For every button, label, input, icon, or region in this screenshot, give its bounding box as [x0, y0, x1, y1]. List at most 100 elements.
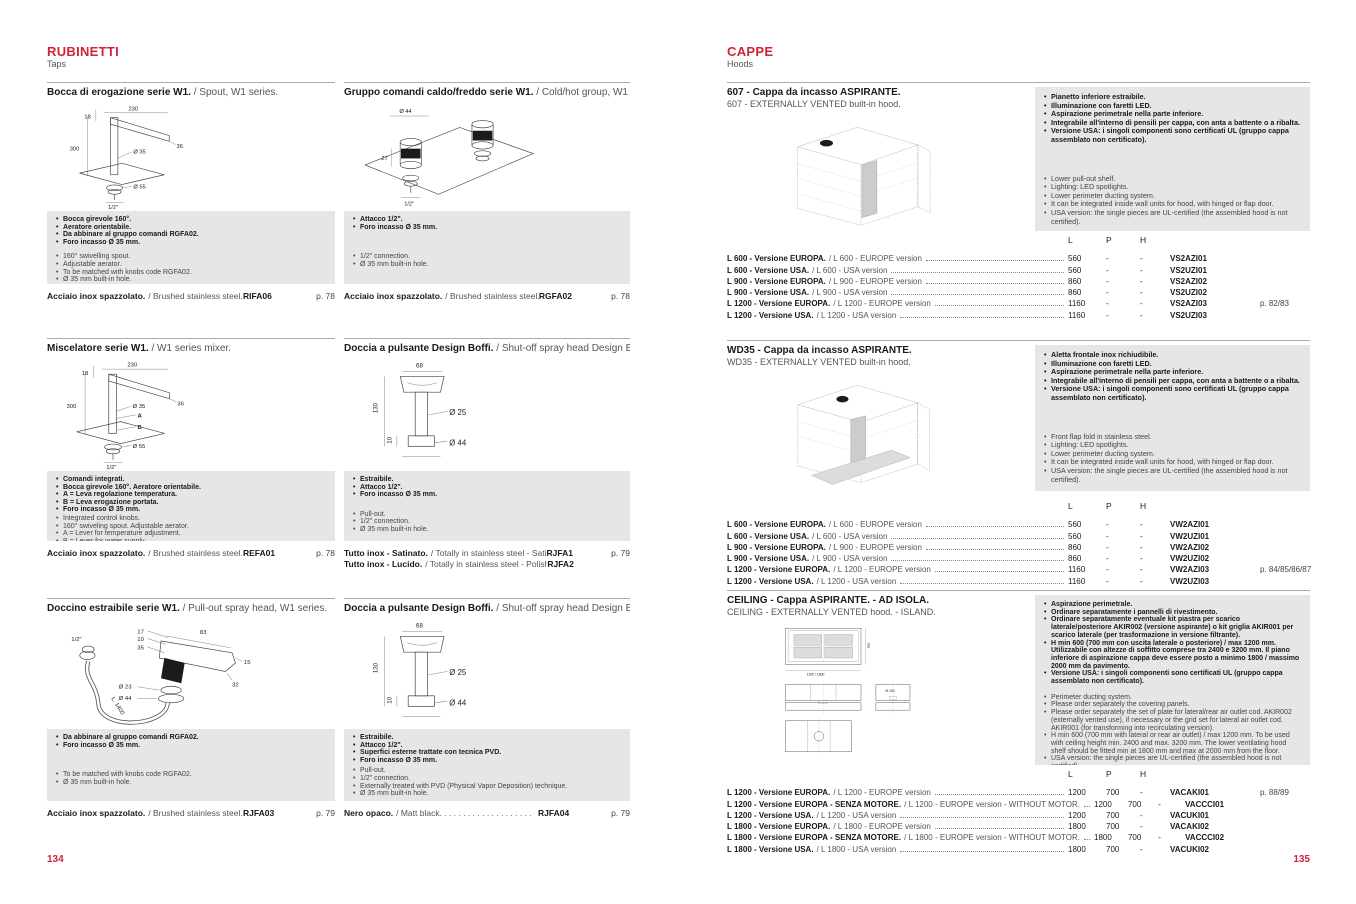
bullet-item: Foro incasso Ø 35 mm.: [352, 224, 622, 232]
bullet-item: Lighting: LED spotlights.: [1043, 441, 1302, 450]
table-row: L 1200 - Versione USA. / L 1200 - USA ver…: [727, 576, 1210, 586]
table-rows: L 600 - Versione EUROPA. / L 600 - EUROPE…: [727, 253, 1310, 321]
svg-text:A: A: [138, 413, 143, 419]
spec-box: Comandi integrati.Bocca girevole 160°. A…: [47, 471, 335, 541]
page-number-left: 134: [47, 854, 64, 865]
table-row: L 1800 - Versione EUROPA. / L 1800 - EURO…: [727, 822, 1209, 832]
svg-text:83: 83: [200, 630, 207, 636]
bullets-english: Perimeter ducting system.Please order se…: [1043, 694, 1302, 765]
technical-drawing-coldhot-group: Ø 44 27 1/2": [344, 101, 630, 211]
bullet-item: H min 600 (700 mm con uscita laterale o …: [1043, 640, 1302, 671]
bullet-item: Ordinare separatamente eventuale kit pia…: [1043, 616, 1302, 639]
bullet-item: To be matched with knobs code RGFA02.: [55, 771, 327, 779]
page-ref: p. 78: [316, 291, 335, 301]
bullet-item: Da abbinare al gruppo comandi RGFA02.: [55, 231, 327, 239]
table-header: L P H: [1068, 769, 1147, 779]
bullets-italian: Da abbinare al gruppo comandi RGFA02.For…: [55, 734, 327, 749]
table-row: L 1200 - Versione EUROPA. / L 1200 - EURO…: [727, 788, 1289, 798]
dotted-leader: [925, 260, 1064, 262]
dotted-leader: [891, 294, 1064, 296]
bullet-item: Aeratore orientabile.: [55, 224, 327, 232]
bullet-item: Versione USA: i singoli componenti sono …: [1043, 670, 1302, 685]
svg-text:68: 68: [416, 363, 423, 370]
bullet-item: Pianetto inferiore estraibile.: [1043, 92, 1302, 102]
product-block-hood-ceiling: CEILING - Cappa ASPIRANTE. - AD ISOLA. C…: [727, 590, 1310, 862]
svg-text:18: 18: [82, 371, 89, 377]
bullet-item: It can be integrated inside wall units f…: [1043, 458, 1302, 467]
bullet-item: A = Lever for temperature adjustment.: [55, 530, 327, 538]
svg-text:68: 68: [416, 623, 423, 630]
spec-box: Estraibile.Attacco 1/2".Foro incasso Ø 3…: [344, 471, 630, 541]
product-code: RJFA2: [547, 559, 574, 569]
table-row: L 1200 - Versione USA. / L 1200 - USA ver…: [727, 310, 1207, 320]
table-rows: L 1200 - Versione EUROPA. / L 1200 - EURO…: [727, 787, 1310, 855]
svg-text:700: 700: [867, 643, 871, 649]
technical-drawing-pullout-spray: 1/2" 17 10 35 83 15 32 Ø 23: [47, 617, 335, 729]
table-header: L P H: [1068, 235, 1147, 245]
product-code: RJFA03: [243, 808, 275, 818]
bullets-english: Integrated control knobs.160° swiveling …: [55, 515, 327, 541]
bullets-english: Pull-out.1/2" connection.Ø 35 mm built-i…: [352, 511, 622, 534]
svg-text:10: 10: [387, 436, 394, 443]
bullet-item: Attacco 1/2".: [352, 484, 622, 492]
bullets-italian: Attacco 1/2".Foro incasso Ø 35 mm.: [352, 216, 622, 231]
dotted-leader: [900, 850, 1064, 852]
product-block-hood-607: 607 - Cappa da incasso ASPIRANTE. 607 - …: [727, 82, 1310, 340]
product-title-it: WD35 - Cappa da incasso ASPIRANTE.: [727, 345, 912, 356]
svg-text:36: 36: [177, 144, 183, 150]
bullet-item: Comandi integrati.: [55, 476, 327, 484]
svg-text:300: 300: [70, 146, 80, 152]
dotted-leader: [1084, 839, 1091, 841]
svg-text:Ø 23: Ø 23: [119, 684, 133, 690]
svg-text:1/2": 1/2": [106, 465, 116, 471]
bullet-item: USA version: the single pieces are UL-ce…: [1043, 755, 1302, 765]
table-row: L 1800 - Versione USA. / L 1800 - USA ver…: [727, 844, 1209, 854]
bullet-item: Adjustable aerator.: [55, 261, 327, 269]
table-row: L 900 - Versione USA. / L 900 - USA versi…: [727, 554, 1210, 564]
bullet-item: Lower perimeter ducting system.: [1043, 449, 1302, 459]
bullets-english: Lower pull-out shelf.Lighting: LED spotl…: [1043, 174, 1302, 227]
bullet-item: B = Leva erogazione portata.: [55, 499, 327, 507]
dotted-leader: [925, 548, 1064, 550]
svg-text:Ø 35: Ø 35: [132, 404, 146, 410]
product-code: RJFA1: [546, 548, 573, 558]
svg-text:Ø 55: Ø 55: [133, 185, 145, 191]
bullets-italian: Estraibile.Attacco 1/2".Foro incasso Ø 3…: [352, 476, 622, 499]
bullet-item: Aletta frontale inox richiudibile.: [1043, 350, 1302, 360]
bullet-item: USA version: the single pieces are UL-ce…: [1043, 466, 1302, 484]
bullet-item: Please order separately the covering pan…: [1043, 701, 1302, 709]
product-title: Doccino estraibile serie W1. / Pull-out …: [47, 603, 328, 614]
svg-text:35: 35: [137, 645, 144, 651]
svg-text:Ø 25: Ø 25: [449, 408, 467, 417]
table-row: L 1200 - Versione EUROPA - SENZA MOTORE.…: [727, 799, 1225, 809]
bullet-item: Integrated control knobs.: [55, 515, 327, 523]
dotted-leader: [1084, 805, 1091, 807]
product-block-mixer-w1: Miscelatore serie W1. / W1 series mixer.…: [47, 338, 335, 594]
technical-drawing-hood-ceiling: 1200 / 1800 700 Ø 150: [727, 625, 1027, 762]
finish-row: Acciaio inox spazzolato. / Brushed stain…: [47, 291, 335, 301]
page-title: CAPPE: [727, 44, 774, 59]
table-row: L 600 - Versione EUROPA. / L 600 - EUROPE…: [727, 254, 1207, 264]
bullet-item: Aspirazione perimetrale nella parte infe…: [1043, 368, 1302, 377]
product-title: Miscelatore serie W1. / W1 series mixer.: [47, 343, 231, 354]
bullets-english: Pull-out.1/2" connection.Externally trea…: [352, 767, 622, 797]
bullet-item: Pull-out.: [352, 767, 622, 775]
dotted-leader: [934, 571, 1064, 573]
bullet-item: Lower perimeter ducting system.: [1043, 191, 1302, 201]
technical-drawing-mixer: 18 230 300 36 Ø 35 A B Ø 55: [47, 357, 335, 471]
finish-row: Tutto inox - Satinato. / Totally in stai…: [344, 548, 630, 558]
technical-drawing-spout: 18 230 300 36 Ø 35 Ø 55 1/2": [47, 101, 335, 211]
product-block-pullout-spray: Doccino estraibile serie W1. / Pull-out …: [47, 598, 335, 844]
dotted-leader: [934, 828, 1064, 830]
technical-drawing-spray-head: 68 130 10 Ø 25 Ø 44: [344, 357, 630, 471]
dotted-leader: [934, 794, 1064, 796]
dotted-leader: [891, 537, 1064, 539]
bullet-item: USA version: the single pieces are UL-ce…: [1043, 208, 1302, 226]
product-block-hood-wd35: WD35 - Cappa da incasso ASPIRANTE. WD35 …: [727, 340, 1311, 590]
bullet-item: Ordinare separatamente i pannelli di riv…: [1043, 609, 1302, 617]
bullets-english: 160° swivelling spout.Adjustable aerator…: [55, 253, 327, 283]
bullets-italian: Aspirazione perimetrale.Ordinare separat…: [1043, 601, 1302, 686]
bullets-italian: Comandi integrati.Bocca girevole 160°. A…: [55, 476, 327, 514]
svg-text:32: 32: [232, 683, 239, 689]
product-code: REFA01: [243, 548, 276, 558]
